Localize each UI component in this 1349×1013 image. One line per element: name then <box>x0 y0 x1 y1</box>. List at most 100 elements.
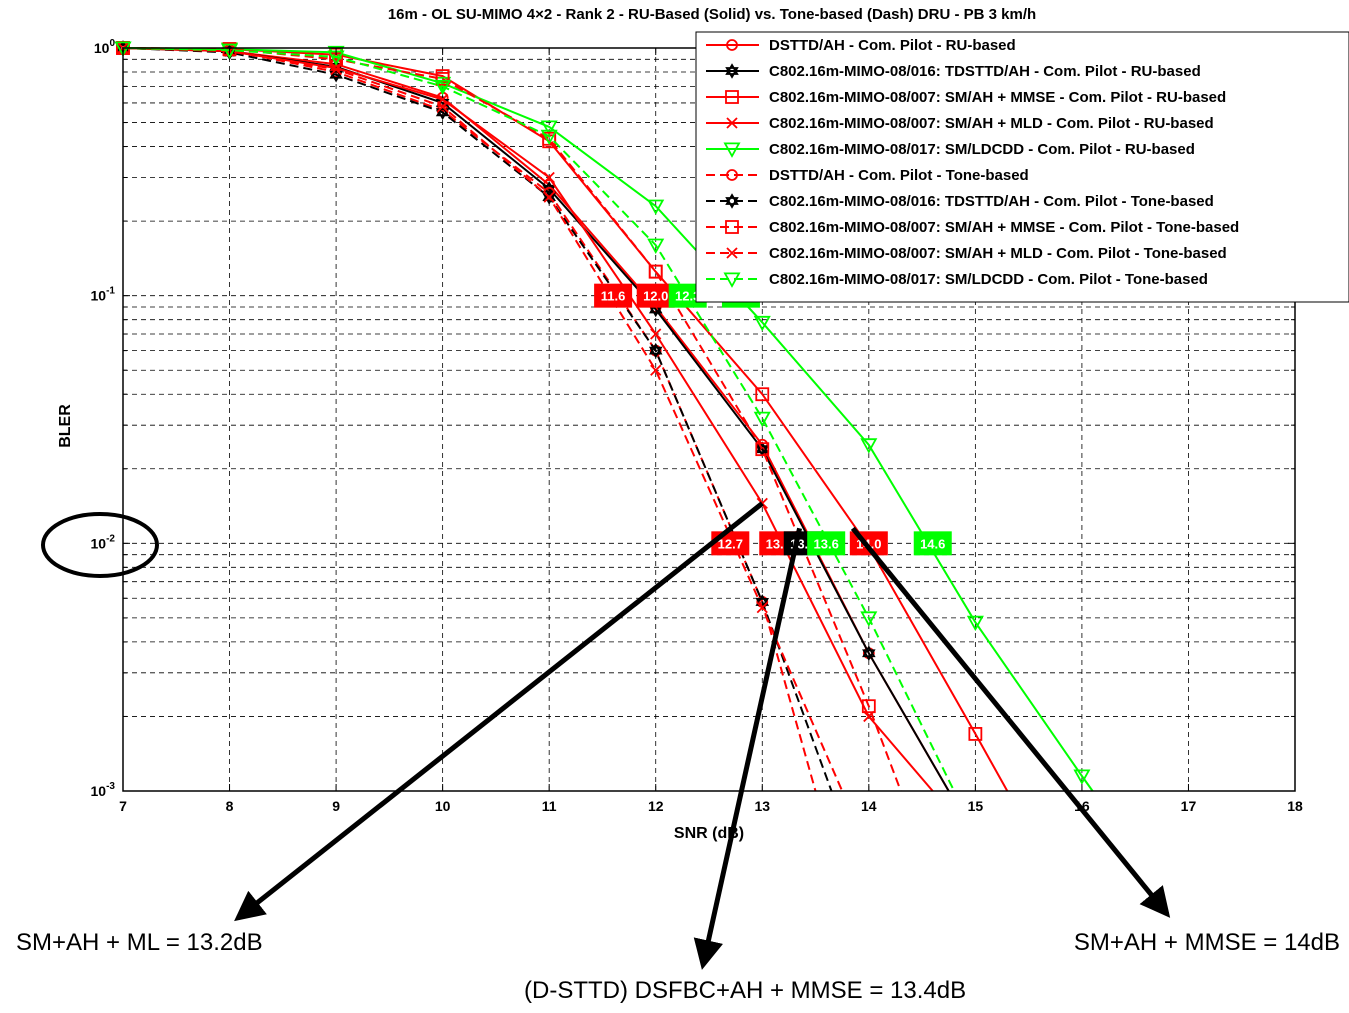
threshold-badge: 11.6 <box>594 283 633 308</box>
data-point <box>968 727 983 741</box>
data-point <box>436 100 449 113</box>
legend-entry: DSTTD/AH - Com. Pilot - Tone-based <box>706 167 1029 184</box>
callouts: SM+AH + ML = 13.2dB (D-STTD) DSFBC+AH + M… <box>16 501 1340 1004</box>
x-tick-label: 8 <box>226 798 234 814</box>
data-point <box>861 699 876 714</box>
y-tick-label: 10-2 <box>91 533 116 551</box>
legend-entry: C802.16m-MIMO-08/007: SM/AH + MMSE - Com… <box>706 89 1226 106</box>
data-point <box>543 171 555 184</box>
callout-label: SM+AH + MMSE = 14dB <box>1074 929 1340 956</box>
x-tick-label: 15 <box>968 798 984 814</box>
data-point <box>648 342 663 359</box>
badge-label: 12.0 <box>643 289 668 304</box>
data-point <box>753 315 771 332</box>
legend-label: C802.16m-MIMO-08/007: SM/AH + MLD - Com.… <box>769 115 1214 132</box>
x-tick-label: 9 <box>332 798 340 814</box>
data-point <box>860 611 878 627</box>
callout-arrow <box>234 501 764 922</box>
data-point <box>648 264 663 279</box>
data-point <box>540 129 558 146</box>
data-point <box>647 238 665 254</box>
legend-marker <box>726 247 738 259</box>
legend-marker <box>726 39 738 51</box>
legend-entry: C802.16m-MIMO-08/007: SM/AH + MLD - Com.… <box>706 245 1227 262</box>
legend-box <box>695 31 1349 303</box>
callout-arrow <box>693 527 803 970</box>
x-tick-label: 17 <box>1181 798 1197 814</box>
data-point <box>756 602 768 614</box>
data-point <box>1073 769 1091 785</box>
series-line <box>122 47 844 792</box>
legend-marker <box>723 272 741 288</box>
legend-marker <box>725 193 739 209</box>
data-point <box>966 615 984 632</box>
legend-label: DSTTD/AH - Com. Pilot - Tone-based <box>769 167 1029 184</box>
legend-label: C802.16m-MIMO-08/017: SM/LDCDD - Com. Pi… <box>769 141 1195 158</box>
data-point <box>755 442 770 457</box>
data-point <box>434 79 452 96</box>
legend-label: C802.16m-MIMO-08/016: TDSTTD/AH - Com. P… <box>769 193 1214 210</box>
legend-marker <box>725 220 739 234</box>
x-tick-label: 12 <box>648 798 664 814</box>
data-point <box>543 191 555 203</box>
x-tick-label: 18 <box>1287 798 1303 814</box>
legend-entry: C802.16m-MIMO-08/016: TDSTTD/AH - Com. P… <box>706 63 1201 80</box>
badge-background <box>594 283 633 308</box>
data-point <box>753 411 771 428</box>
data-point <box>540 120 558 136</box>
legend-marker <box>726 117 738 129</box>
callout-arrow <box>850 526 1171 918</box>
legend-entry: C802.16m-MIMO-08/016: TDSTTD/AH - Com. P… <box>706 193 1214 210</box>
y-tick-label: 100 <box>94 38 116 56</box>
data-point <box>650 364 662 376</box>
legend-label: DSTTD/AH - Com. Pilot - RU-based <box>769 37 1016 54</box>
series-lines <box>114 40 1094 792</box>
legend-label: C802.16m-MIMO-08/007: SM/AH + MMSE - Com… <box>769 219 1239 236</box>
data-point <box>755 441 770 457</box>
threshold-badge: 12.0 <box>636 283 675 308</box>
legend-entry: DSTTD/AH - Com. Pilot - RU-based <box>706 37 1016 54</box>
x-tick-label: 7 <box>119 798 127 814</box>
x-tick-label: 14 <box>861 798 877 814</box>
legend-label: C802.16m-MIMO-08/007: SM/AH + MMSE - Com… <box>769 89 1226 106</box>
legend-marker <box>723 142 741 158</box>
y-tick-label: 10-1 <box>91 286 116 304</box>
x-tick-label: 11 <box>542 798 557 814</box>
data-point <box>647 199 665 215</box>
legend: DSTTD/AH - Com. Pilot - RU-based C802.16m… <box>695 31 1349 303</box>
data-point <box>862 645 876 662</box>
series-line <box>122 47 955 792</box>
callout-2: (D-STTD) DSFBC+AH + MMSE = 13.4dB <box>524 527 966 1004</box>
badge-label: 13.6 <box>814 536 839 551</box>
callout-1: SM+AH + ML = 13.2dB <box>16 501 764 956</box>
legend-marker <box>725 90 739 104</box>
legend-entry: C802.16m-MIMO-08/007: SM/AH + MLD - Com.… <box>706 115 1214 132</box>
x-tick-label: 13 <box>754 798 770 814</box>
legend-marker <box>725 63 739 79</box>
legend-entry: C802.16m-MIMO-08/007: SM/AH + MMSE - Com… <box>706 219 1239 236</box>
badge-background <box>807 531 846 556</box>
callout-label: (D-STTD) DSFBC+AH + MMSE = 13.4dB <box>524 977 966 1004</box>
legend-label: C802.16m-MIMO-08/007: SM/AH + MLD - Com.… <box>769 245 1227 262</box>
legend-entry: C802.16m-MIMO-08/017: SM/LDCDD - Com. Pi… <box>706 271 1208 288</box>
callout-3: SM+AH + MMSE = 14dB <box>850 526 1340 956</box>
badge-label: 11.6 <box>601 289 626 304</box>
axis-ticks: 78910111213141516171810010-110-210-3 <box>91 38 1303 814</box>
chart-title: 16m - OL SU-MIMO 4×2 - Rank 2 - RU-Based… <box>388 6 1036 23</box>
legend-label: C802.16m-MIMO-08/017: SM/LDCDD - Com. Pi… <box>769 271 1208 288</box>
series-line <box>122 47 1094 792</box>
data-point <box>650 328 662 340</box>
legend-label: C802.16m-MIMO-08/016: TDSTTD/AH - Com. P… <box>769 63 1201 80</box>
badge-background <box>913 531 952 556</box>
highlight-ellipse <box>41 512 159 578</box>
data-point <box>435 72 450 86</box>
legend-marker <box>726 169 738 181</box>
threshold-badge: 12.7 <box>711 531 750 556</box>
badge-background <box>636 283 675 308</box>
data-point <box>435 104 450 121</box>
data-point <box>860 438 878 454</box>
legend-entry: C802.16m-MIMO-08/017: SM/LDCDD - Com. Pi… <box>706 141 1195 158</box>
threshold-badge: 13.6 <box>807 531 846 556</box>
badge-label: 14.6 <box>920 536 945 551</box>
